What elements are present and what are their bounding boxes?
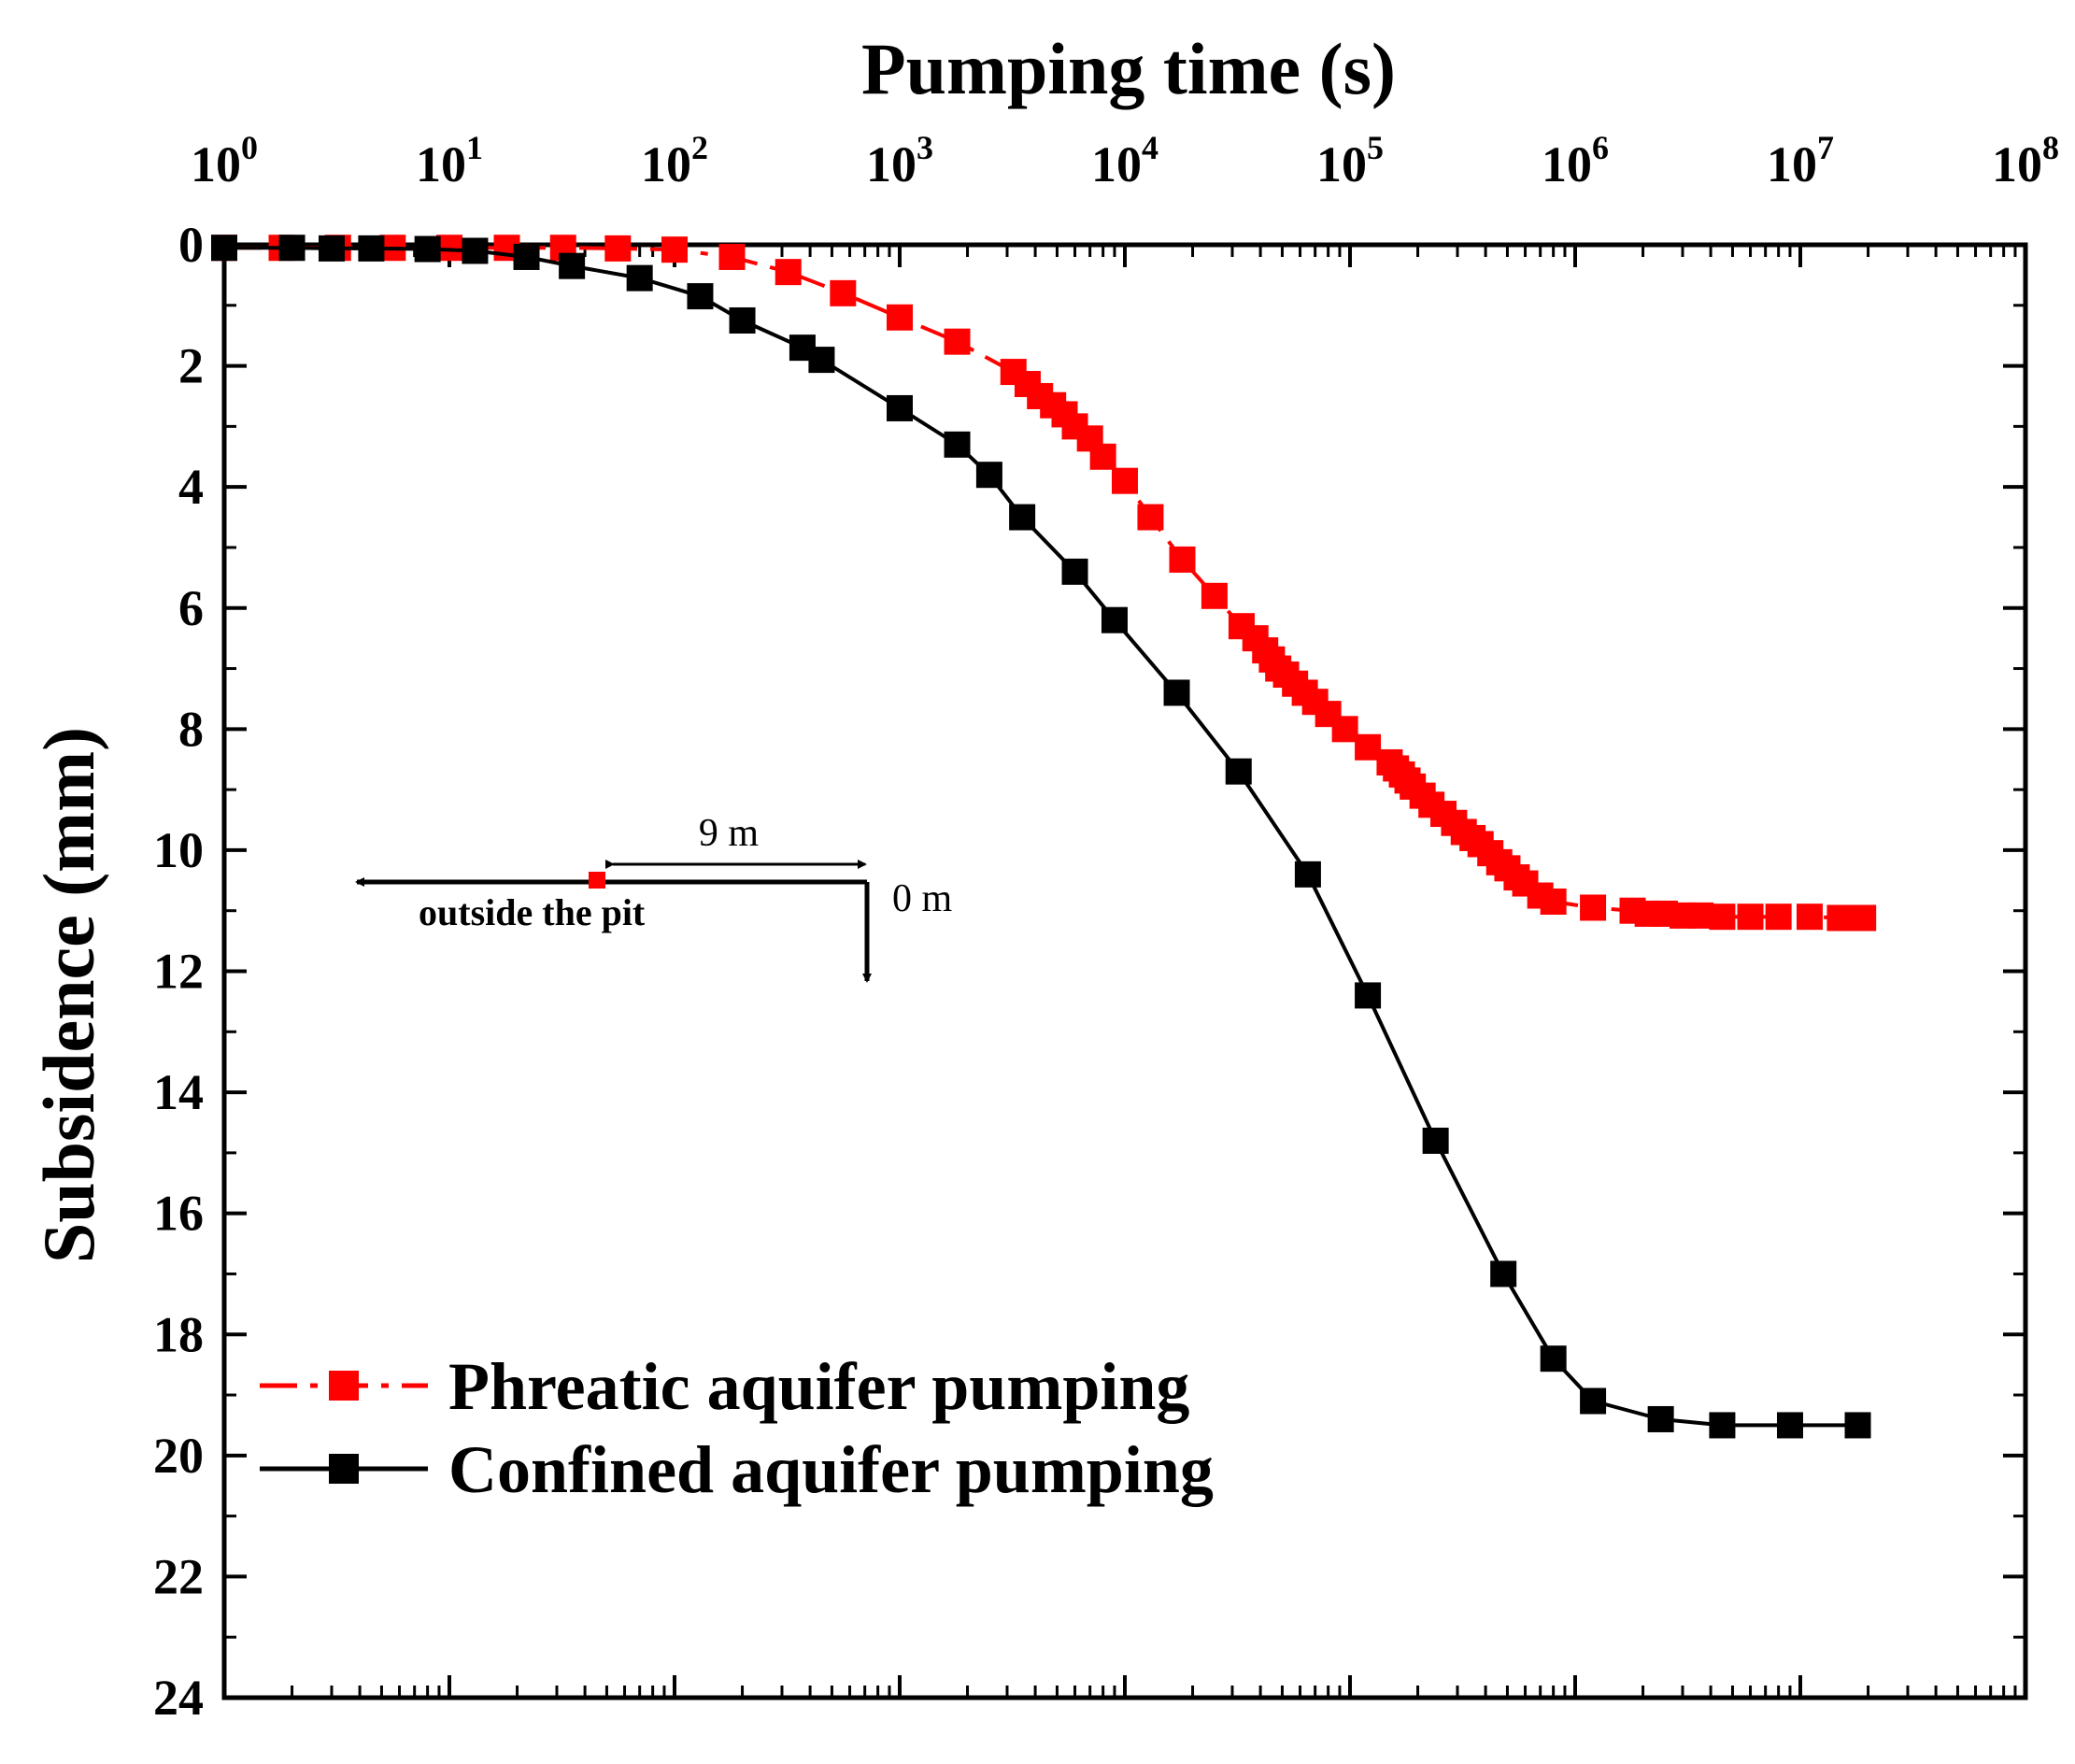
- data-point: [1540, 888, 1567, 915]
- x-tick-label: 100: [191, 129, 258, 192]
- inset-measurement-point: [589, 872, 605, 889]
- data-point: [1647, 1405, 1674, 1432]
- y-tick-label: 0: [178, 217, 204, 273]
- y-tick-label: 8: [178, 701, 204, 757]
- y-tick-label: 18: [153, 1306, 204, 1362]
- data-point: [211, 235, 237, 262]
- series-confined: [211, 235, 1871, 1439]
- data-point: [1776, 1412, 1803, 1439]
- y-tick-label: 14: [153, 1064, 204, 1120]
- y-tick-label: 2: [178, 338, 204, 394]
- data-point: [1826, 904, 1854, 932]
- data-point: [604, 235, 632, 262]
- data-point: [1294, 861, 1321, 888]
- data-point: [975, 462, 1002, 489]
- legend: Phreatic aquifer pumping Confined aquife…: [260, 1349, 1214, 1507]
- legend-phreatic-label: Phreatic aquifer pumping: [448, 1349, 1189, 1424]
- data-point: [414, 235, 441, 263]
- data-point: [808, 347, 835, 374]
- data-point: [1844, 1412, 1871, 1439]
- data-point: [1422, 1127, 1449, 1154]
- inset-zero-label: 0 m: [892, 877, 953, 920]
- legend-confined-marker: [329, 1454, 359, 1484]
- y-tick-label: 12: [153, 944, 204, 1000]
- data-point: [1355, 982, 1382, 1009]
- data-point: [944, 431, 971, 458]
- x-tick-label: 105: [1316, 129, 1384, 192]
- series-phreatic: [211, 235, 1877, 932]
- data-point: [358, 235, 385, 262]
- x-axis-title: Pumping time (s): [861, 28, 1396, 109]
- x-tick-label: 103: [866, 129, 933, 192]
- x-tick-label: 108: [1992, 129, 2059, 192]
- data-point: [1490, 1260, 1517, 1287]
- data-point: [318, 235, 345, 262]
- data-point: [1540, 1345, 1567, 1373]
- data-point: [718, 243, 746, 270]
- y-axis-title: Subsidence (mm): [28, 727, 109, 1263]
- data-point: [626, 264, 653, 292]
- data-point: [1009, 504, 1036, 531]
- data-point: [775, 259, 802, 286]
- data-point: [661, 236, 688, 263]
- legend-confined-label: Confined aquifer pumping: [448, 1432, 1214, 1507]
- data-point: [944, 328, 971, 355]
- y-tick-label: 10: [153, 822, 204, 878]
- y-tick-label: 4: [178, 459, 204, 515]
- data-point: [830, 279, 857, 306]
- x-tick-labels: 100 101 102 103 104 105 106 107 108: [191, 129, 2059, 192]
- data-point: [1765, 903, 1792, 931]
- y-tick-label: 6: [178, 580, 204, 636]
- inset-distance-label: 9 m: [699, 812, 760, 855]
- data-point: [1201, 582, 1228, 609]
- series-layer: [211, 235, 1877, 1439]
- data-point: [887, 394, 913, 421]
- data-point: [1709, 903, 1736, 931]
- y-tick-label: 20: [153, 1428, 204, 1484]
- data-point: [278, 235, 306, 262]
- data-point: [1169, 546, 1196, 573]
- minor-ticks: [224, 245, 2025, 1698]
- data-point: [1137, 504, 1164, 531]
- y-tick-label: 16: [153, 1186, 204, 1242]
- y-tick-label: 24: [153, 1670, 204, 1726]
- major-ticks: [222, 243, 2027, 1700]
- data-point: [1101, 606, 1128, 633]
- data-point: [1709, 1412, 1736, 1439]
- data-point: [1225, 758, 1252, 785]
- data-point: [1687, 902, 1714, 929]
- data-point: [1796, 903, 1823, 931]
- data-point: [1163, 679, 1190, 706]
- data-point: [887, 304, 913, 331]
- data-point: [687, 283, 714, 310]
- data-point: [559, 252, 586, 279]
- x-tick-label: 106: [1542, 129, 1609, 192]
- data-point: [1580, 1387, 1607, 1415]
- x-tick-label: 101: [416, 129, 483, 192]
- data-point: [1089, 443, 1116, 470]
- legend-phreatic-marker: [329, 1371, 359, 1401]
- series-line: [224, 246, 1858, 1428]
- series-line: [224, 246, 1864, 920]
- data-point: [462, 237, 489, 264]
- data-point: [1061, 558, 1088, 585]
- x-tick-label: 102: [641, 129, 708, 192]
- data-point: [1355, 733, 1382, 761]
- data-point: [513, 243, 540, 270]
- data-point: [729, 306, 756, 334]
- y-tick-label: 22: [153, 1548, 204, 1604]
- x-tick-label: 104: [1091, 129, 1158, 192]
- data-point: [1331, 716, 1358, 743]
- data-point: [1580, 894, 1607, 921]
- inset-schematic: 9 m 0 m outside the pit: [355, 812, 953, 983]
- data-point: [1850, 904, 1877, 932]
- x-tick-label: 107: [1767, 129, 1834, 192]
- inset-side-label: outside the pit: [419, 891, 646, 933]
- data-point: [1737, 903, 1764, 931]
- data-point: [1112, 467, 1138, 494]
